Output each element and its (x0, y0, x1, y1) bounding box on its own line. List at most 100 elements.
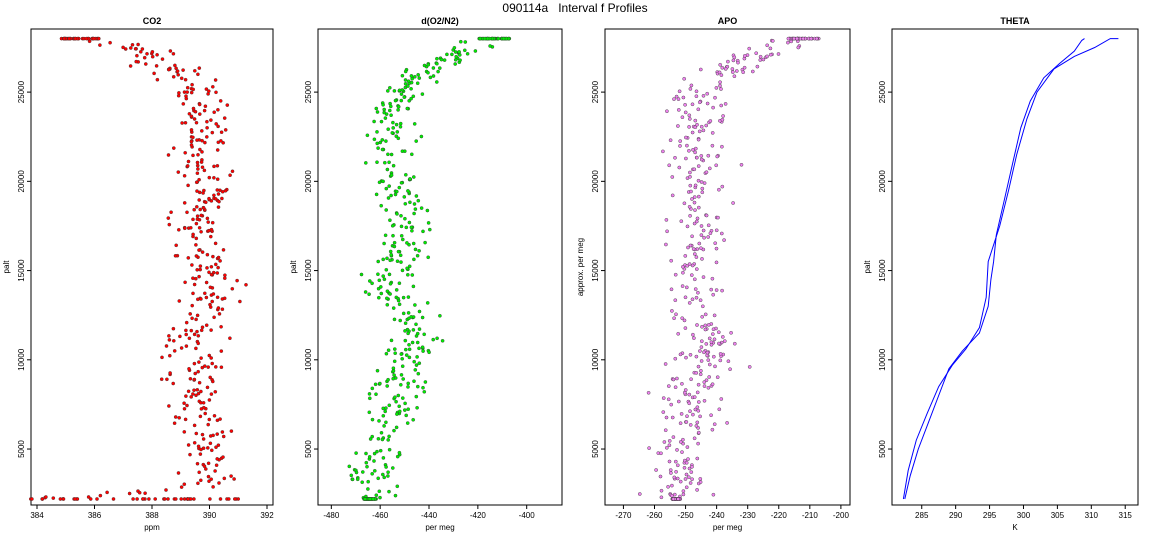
data-point (667, 163, 672, 168)
data-point (765, 43, 770, 48)
data-point (688, 117, 692, 121)
data-point (378, 495, 382, 500)
data-point (216, 124, 220, 129)
data-point (714, 246, 719, 251)
data-point (142, 55, 147, 60)
x-tick-label: -480 (323, 511, 340, 520)
data-point (679, 412, 684, 416)
data-point (711, 327, 716, 332)
data-point (399, 233, 404, 238)
data-point (228, 336, 232, 341)
data-point (191, 276, 195, 281)
data-point (145, 52, 149, 56)
data-point (700, 190, 705, 195)
data-point (417, 361, 422, 366)
data-point (214, 122, 218, 126)
x-tick-label: 305 (1051, 511, 1065, 520)
data-point (168, 371, 172, 375)
data-point (381, 413, 386, 418)
data-point (733, 341, 737, 346)
data-point (95, 497, 99, 501)
data-point (408, 200, 412, 205)
data-point (742, 65, 747, 70)
data-point (209, 392, 214, 396)
data-point (213, 197, 218, 201)
data-point (720, 117, 725, 122)
data-point (666, 484, 670, 489)
data-point (403, 69, 408, 74)
data-point (406, 295, 411, 299)
data-point (693, 277, 697, 282)
data-point (699, 345, 704, 349)
data-point (678, 144, 682, 148)
data-point (397, 409, 402, 414)
data-point (688, 170, 692, 175)
data-point (768, 52, 773, 57)
data-point (662, 440, 667, 444)
data-point (205, 252, 210, 257)
x-axis-label: per meg (425, 523, 454, 532)
data-point (715, 375, 720, 380)
data-point (184, 332, 188, 337)
data-point (673, 356, 678, 361)
data-point (768, 46, 773, 51)
y-tick-label: 25000 (304, 80, 313, 103)
data-point (176, 93, 181, 98)
data-point (209, 118, 213, 122)
data-point (693, 183, 698, 188)
data-point (377, 180, 382, 185)
data-point (680, 316, 685, 321)
x-tick-label: -250 (678, 511, 695, 520)
data-point (212, 315, 216, 320)
y-axis-label: approx. per meg (576, 238, 585, 296)
data-point (368, 497, 373, 501)
data-point (415, 405, 419, 410)
data-point (108, 40, 112, 45)
data-point (687, 113, 692, 118)
data-point (376, 295, 381, 300)
data-point (683, 103, 687, 107)
data-point (701, 94, 706, 98)
data-point (415, 81, 420, 85)
data-point (183, 77, 188, 82)
data-point (219, 324, 223, 329)
data-point (135, 53, 139, 58)
x-tick-label: 384 (30, 511, 44, 520)
data-point (747, 46, 752, 51)
data-point (395, 454, 400, 459)
data-point (191, 106, 196, 111)
data-point (685, 143, 689, 148)
data-point (736, 60, 740, 65)
data-point (199, 356, 203, 360)
data-point (209, 328, 213, 332)
data-point (683, 477, 688, 481)
data-point (703, 327, 708, 332)
data-point (726, 59, 730, 64)
data-point (412, 359, 417, 364)
data-point (152, 71, 156, 76)
data-point (720, 231, 724, 236)
data-point (665, 229, 669, 234)
data-point (711, 332, 715, 336)
data-point (401, 295, 406, 300)
data-point (688, 183, 693, 188)
data-point (697, 205, 701, 210)
data-point (204, 323, 209, 328)
data-point (405, 272, 410, 277)
data-point (366, 487, 370, 491)
data-point (403, 347, 408, 352)
data-point (675, 376, 679, 381)
data-point (453, 58, 458, 62)
data-point (425, 208, 430, 213)
data-point (375, 141, 380, 146)
data-point (223, 128, 228, 132)
data-point (215, 163, 220, 168)
data-point (238, 299, 242, 304)
data-point (695, 216, 700, 221)
data-point (182, 201, 187, 205)
data-point (195, 214, 200, 218)
data-point (713, 95, 717, 100)
data-point (661, 396, 666, 400)
data-point (435, 336, 439, 341)
